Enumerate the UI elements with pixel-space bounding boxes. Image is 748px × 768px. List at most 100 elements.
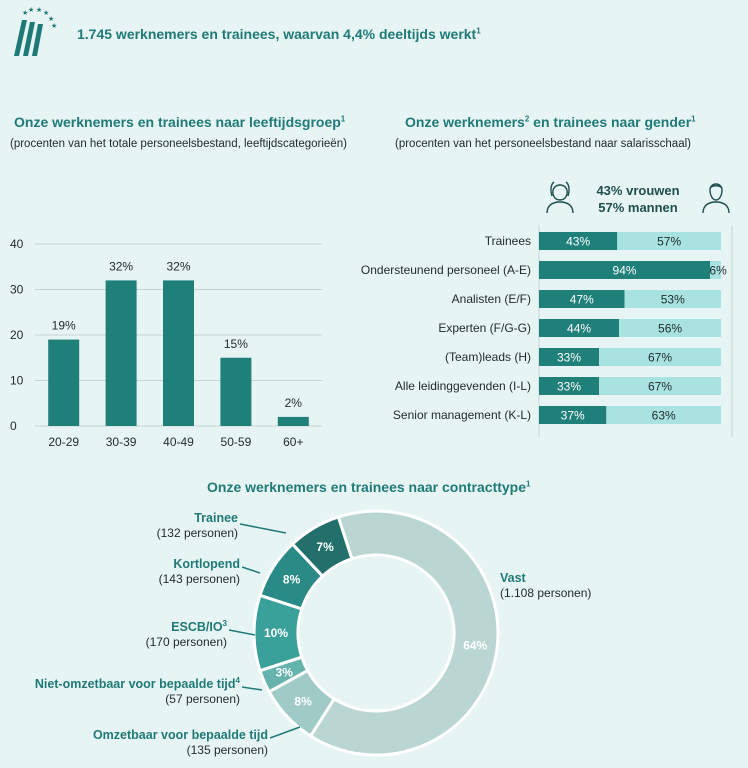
- man-icon: [702, 183, 730, 214]
- svg-text:★: ★: [28, 6, 34, 14]
- donut-slice-label: 10%: [264, 626, 288, 640]
- page-title: 1.745 werknemers en trainees, waarvan 4,…: [77, 26, 481, 42]
- gender-stacked-bar-chart: Trainees 43% 57% Ondersteunend personeel (A…: [361, 225, 733, 437]
- donut-persons-label: (57 personen): [165, 692, 240, 706]
- gender-bar-men: [599, 377, 721, 395]
- donut-slice-label: 8%: [283, 572, 301, 586]
- contract-chart-title: Onze werknemers en trainees naar contrac…: [207, 479, 531, 495]
- donut-category-label: Omzetbaar voor bepaalde tijd: [93, 728, 268, 742]
- gender-bar-women: [539, 290, 625, 308]
- gender-chart-title: Onze werknemers2 en trainees naar gender…: [405, 114, 696, 130]
- gender-bar-women-label: 47%: [570, 293, 594, 307]
- donut-category-label: Niet-omzetbaar voor bepaalde tijd4: [35, 676, 241, 691]
- gender-bar-men-label: 57%: [657, 235, 681, 249]
- age-x-tick: 40-49: [163, 435, 194, 449]
- age-bar-label: 2%: [285, 396, 303, 410]
- gender-category-label: Experten (F/G-G): [438, 321, 531, 335]
- age-x-tick: 20-29: [48, 435, 79, 449]
- age-bar-chart: 0 10 20 30 40 19% 20-29 32% 30-39 32% 40-49 15% 50-5…: [10, 237, 322, 449]
- gender-bar-women-label: 94%: [613, 264, 637, 278]
- svg-text:★: ★: [48, 15, 54, 23]
- svg-text:★: ★: [43, 9, 49, 17]
- gender-category-label: Trainees: [485, 234, 531, 248]
- age-y-tick: 0: [10, 419, 17, 433]
- donut-persons-label: (135 personen): [187, 743, 268, 757]
- gender-bar-women-label: 43%: [566, 235, 590, 249]
- gender-bar-women-label: 37%: [561, 409, 585, 423]
- gender-bar-men: [710, 261, 721, 279]
- gender-bar-women: [539, 348, 600, 366]
- donut-leader-line: [241, 566, 261, 574]
- age-y-tick: 10: [10, 374, 24, 388]
- gender-category-label: (Team)leads (H): [445, 350, 531, 364]
- donut-category-label: ESCB/IO3: [171, 619, 227, 634]
- svg-text:★: ★: [51, 22, 57, 30]
- age-bar-label: 15%: [224, 337, 248, 351]
- gender-bar-women-label: 33%: [557, 351, 581, 365]
- age-chart-title: Onze werknemers en trainees naar leeftij…: [14, 114, 346, 130]
- gender-bar-men: [619, 319, 721, 337]
- gender-bar-women: [539, 261, 711, 279]
- age-bar-label: 32%: [166, 259, 190, 273]
- age-bar: [220, 357, 252, 426]
- woman-icon: [546, 181, 574, 214]
- gender-bar-women-label: 44%: [567, 322, 591, 336]
- ecb-logo: ★ ★ ★ ★★★: [14, 6, 57, 56]
- gender-category-label: Alle leidinggevenden (I-L): [395, 379, 531, 393]
- gender-bar-men-label: 56%: [658, 322, 682, 336]
- donut-leader-line: [239, 523, 287, 534]
- age-chart-subtitle: (procenten van het totale personeelsbest…: [10, 138, 347, 150]
- gender-bar-women-label: 33%: [557, 380, 581, 394]
- donut-slice: [290, 515, 354, 579]
- gender-category-label: Analisten (E/F): [452, 292, 531, 306]
- gender-bar-men-label: 53%: [661, 293, 685, 307]
- age-bar-label: 19%: [52, 319, 76, 333]
- age-bar: [48, 339, 80, 426]
- gender-bar-men-label: 67%: [648, 380, 672, 394]
- gender-bar-men: [606, 406, 721, 424]
- donut-slice: [308, 509, 500, 757]
- gender-bar-men-label: 6%: [709, 264, 727, 278]
- age-bar-label: 32%: [109, 259, 133, 273]
- svg-text:★: ★: [22, 9, 28, 17]
- gender-bar-women: [539, 377, 600, 395]
- age-x-tick: 50-59: [221, 435, 252, 449]
- women-share: 43% vrouwen: [596, 183, 680, 198]
- gender-summary: 43% vrouwen 57% mannen: [578, 182, 698, 216]
- age-y-tick: 30: [10, 283, 24, 297]
- svg-text:★: ★: [36, 6, 42, 14]
- gender-bar-men: [617, 232, 721, 250]
- age-bar: [163, 280, 194, 426]
- donut-leader-line: [269, 726, 301, 739]
- age-x-tick: 30-39: [106, 435, 137, 449]
- donut-category-label: Kortlopend: [173, 557, 240, 571]
- donut-slice-label: 3%: [276, 666, 294, 680]
- age-x-tick: 60+: [283, 435, 303, 449]
- age-bar: [277, 416, 309, 426]
- donut-persons-label: (132 personen): [157, 526, 238, 540]
- donut-persons-label: (170 personen): [146, 635, 227, 649]
- contract-donut-chart: 64%8%3%10%8%7%Vast(1.108 personen)Omzetb…: [35, 509, 591, 757]
- gender-bar-men: [624, 290, 721, 308]
- donut-slice-label: 8%: [294, 694, 312, 708]
- donut-slice-label: 64%: [463, 639, 487, 653]
- gender-bar-women: [539, 406, 607, 424]
- gender-category-label: Ondersteunend personeel (A-E): [361, 263, 531, 277]
- age-bar: [105, 280, 137, 426]
- gender-category-label: Senior management (K-L): [393, 408, 531, 422]
- age-y-tick: 40: [10, 237, 24, 251]
- donut-persons-label: (143 personen): [159, 572, 240, 586]
- donut-category-label: Vast: [500, 571, 527, 585]
- gender-chart-subtitle: (procenten van het personeelsbestand naa…: [395, 138, 691, 150]
- donut-category-label: Trainee: [194, 511, 238, 525]
- donut-persons-label: (1.108 personen): [500, 586, 591, 600]
- gender-bar-men: [599, 348, 721, 366]
- donut-slice-label: 7%: [316, 540, 334, 554]
- donut-leader-line: [228, 629, 256, 636]
- age-y-tick: 20: [10, 328, 24, 342]
- gender-bar-men-label: 63%: [652, 409, 676, 423]
- men-share: 57% mannen: [598, 200, 678, 215]
- donut-leader-line: [241, 686, 263, 691]
- gender-bar-men-label: 67%: [648, 351, 672, 365]
- gender-bar-women: [539, 232, 618, 250]
